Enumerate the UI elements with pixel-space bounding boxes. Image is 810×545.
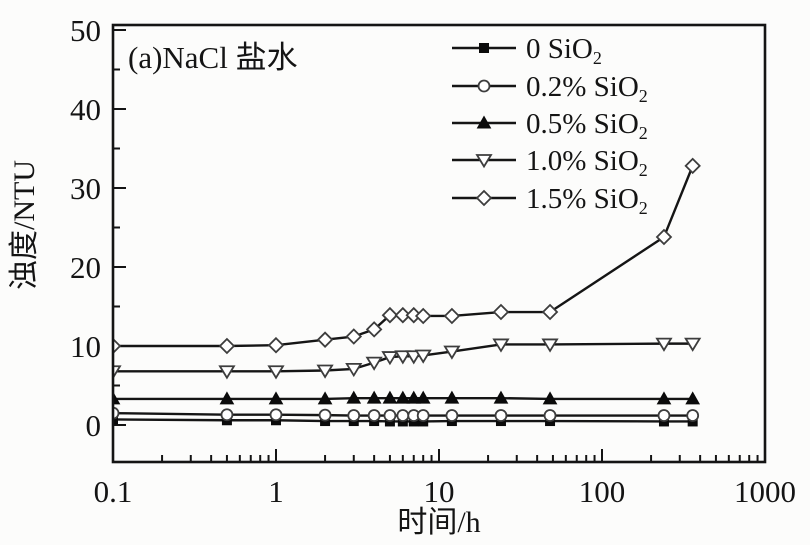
triangle-down-open-marker-icon xyxy=(381,351,399,366)
circle-open-marker-icon xyxy=(494,409,508,422)
legend-item-0-2-sio: 0.2% SiO2 xyxy=(452,71,648,106)
triangle-down-open-marker-icon xyxy=(316,364,334,379)
circle-open-legend-marker-icon xyxy=(477,79,491,93)
legend-item-1-5-sio: 1.5% SiO2 xyxy=(452,183,648,218)
diamond-open-marker-icon xyxy=(394,306,412,324)
diamond-open-marker-icon xyxy=(113,337,122,355)
triangle-up-filled-marker-icon xyxy=(219,391,235,405)
triangle-up-filled-legend-marker-icon xyxy=(476,115,492,129)
diamond-open-marker-icon xyxy=(443,307,461,325)
triangle-down-open-marker-icon xyxy=(655,337,673,352)
diamond-open-marker-icon xyxy=(381,306,399,324)
legend-label: 0.2% SiO2 xyxy=(526,71,648,106)
triangle-up-filled-marker-icon xyxy=(493,390,509,404)
triangle-up-filled-marker-icon xyxy=(382,390,398,404)
x-axis-title: 时间/h xyxy=(397,506,480,539)
circle-open-marker-icon xyxy=(220,408,234,422)
diamond-open-marker-icon xyxy=(365,321,383,338)
circle-open-marker-icon xyxy=(113,406,120,420)
circle-open-marker-icon xyxy=(383,409,397,422)
circle-open-marker-icon xyxy=(396,409,410,422)
circle-open-marker-icon xyxy=(543,409,557,422)
series-group xyxy=(113,157,702,427)
panel-label: (a)NaCl 盐水 xyxy=(128,40,298,75)
triangle-up-filled-marker-icon xyxy=(415,390,431,404)
triangle-down-open-marker-icon xyxy=(405,350,423,365)
triangle-up-filled-marker-icon xyxy=(542,391,558,405)
y-tick-label: 30 xyxy=(70,171,101,206)
series-0-2-sio xyxy=(113,406,700,422)
diamond-open-marker-icon xyxy=(345,328,363,345)
triangle-down-open-marker-icon xyxy=(365,356,383,371)
triangle-up-filled-marker-icon xyxy=(317,391,333,405)
triangle-down-open-marker-icon xyxy=(443,345,461,360)
circle-open-marker-icon xyxy=(347,409,361,422)
triangle-down-open-marker-icon xyxy=(267,365,285,380)
diamond-open-legend-marker-icon xyxy=(475,189,493,207)
legend-label: 1.5% SiO2 xyxy=(526,183,648,218)
diamond-open-marker-icon xyxy=(541,303,559,321)
x-tick-label: 100 xyxy=(579,474,626,509)
y-tick-label: 10 xyxy=(70,329,101,364)
x-tick-label: 10 xyxy=(424,474,455,509)
triangle-down-open-marker-icon xyxy=(394,350,412,365)
triangle-down-open-legend-marker-icon xyxy=(475,154,493,169)
square-filled-legend-marker-icon xyxy=(479,43,489,53)
circle-open-marker-icon xyxy=(318,408,332,422)
x-tick-label: 1 xyxy=(268,474,284,509)
diamond-open-marker-icon xyxy=(218,337,236,355)
triangle-up-filled-marker-icon xyxy=(366,390,382,404)
triangle-up-filled-marker-icon xyxy=(656,391,672,405)
triangle-up-filled-marker-icon xyxy=(406,390,422,404)
triangle-up-filled-marker-icon xyxy=(268,391,284,405)
series-1-5-sio xyxy=(113,157,701,355)
triangle-up-filled-marker-icon xyxy=(395,390,411,404)
y-axis-title: 浊度/NTU xyxy=(8,160,41,290)
circle-open-marker-icon xyxy=(269,408,283,422)
plot-frame xyxy=(111,23,767,464)
diamond-open-marker-icon xyxy=(414,307,432,325)
circle-open-marker-icon xyxy=(686,409,700,422)
y-tick-label: 50 xyxy=(70,13,101,48)
triangle-down-open-marker-icon xyxy=(113,365,122,380)
y-tick-label: 20 xyxy=(70,250,101,285)
legend-item-1-0-sio: 1.0% SiO2 xyxy=(452,145,648,180)
triangle-up-filled-marker-icon xyxy=(444,390,460,404)
circle-open-marker-icon xyxy=(657,409,671,422)
legend-label: 0 SiO2 xyxy=(526,33,602,68)
series-0-5-sio xyxy=(113,390,701,405)
triangle-down-open-marker-icon xyxy=(684,337,702,352)
diamond-open-marker-icon xyxy=(684,157,701,175)
legend-label: 0.5% SiO2 xyxy=(526,108,648,143)
diamond-open-marker-icon xyxy=(492,303,510,321)
y-tick-label: 0 xyxy=(86,408,102,443)
triangle-down-open-marker-icon xyxy=(541,338,559,353)
triangle-down-open-marker-icon xyxy=(492,338,510,353)
x-tick-label: 0.1 xyxy=(94,474,133,509)
legend-item-0-5-sio: 0.5% SiO2 xyxy=(452,108,648,143)
triangle-down-open-marker-icon xyxy=(345,363,363,378)
x-tick-label: 1000 xyxy=(734,474,796,509)
triangle-down-open-marker-icon xyxy=(218,365,236,380)
triangle-up-filled-marker-icon xyxy=(113,391,121,405)
legend-label: 1.0% SiO2 xyxy=(526,145,648,180)
legend-item-0-sio: 0 SiO2 xyxy=(452,33,602,68)
diamond-open-marker-icon xyxy=(267,336,285,354)
square-filled-marker-icon xyxy=(113,414,118,425)
triangle-up-filled-marker-icon xyxy=(346,390,362,404)
triangle-up-filled-marker-icon xyxy=(685,391,701,405)
y-tick-label: 40 xyxy=(70,92,101,127)
triangle-down-open-marker-icon xyxy=(414,349,432,364)
circle-open-marker-icon xyxy=(445,409,459,422)
series-1-0-sio xyxy=(113,337,702,380)
diamond-open-marker-icon xyxy=(316,331,334,348)
circle-open-marker-icon xyxy=(416,409,430,422)
circle-open-marker-icon xyxy=(367,409,381,422)
diamond-open-marker-icon xyxy=(655,228,673,246)
